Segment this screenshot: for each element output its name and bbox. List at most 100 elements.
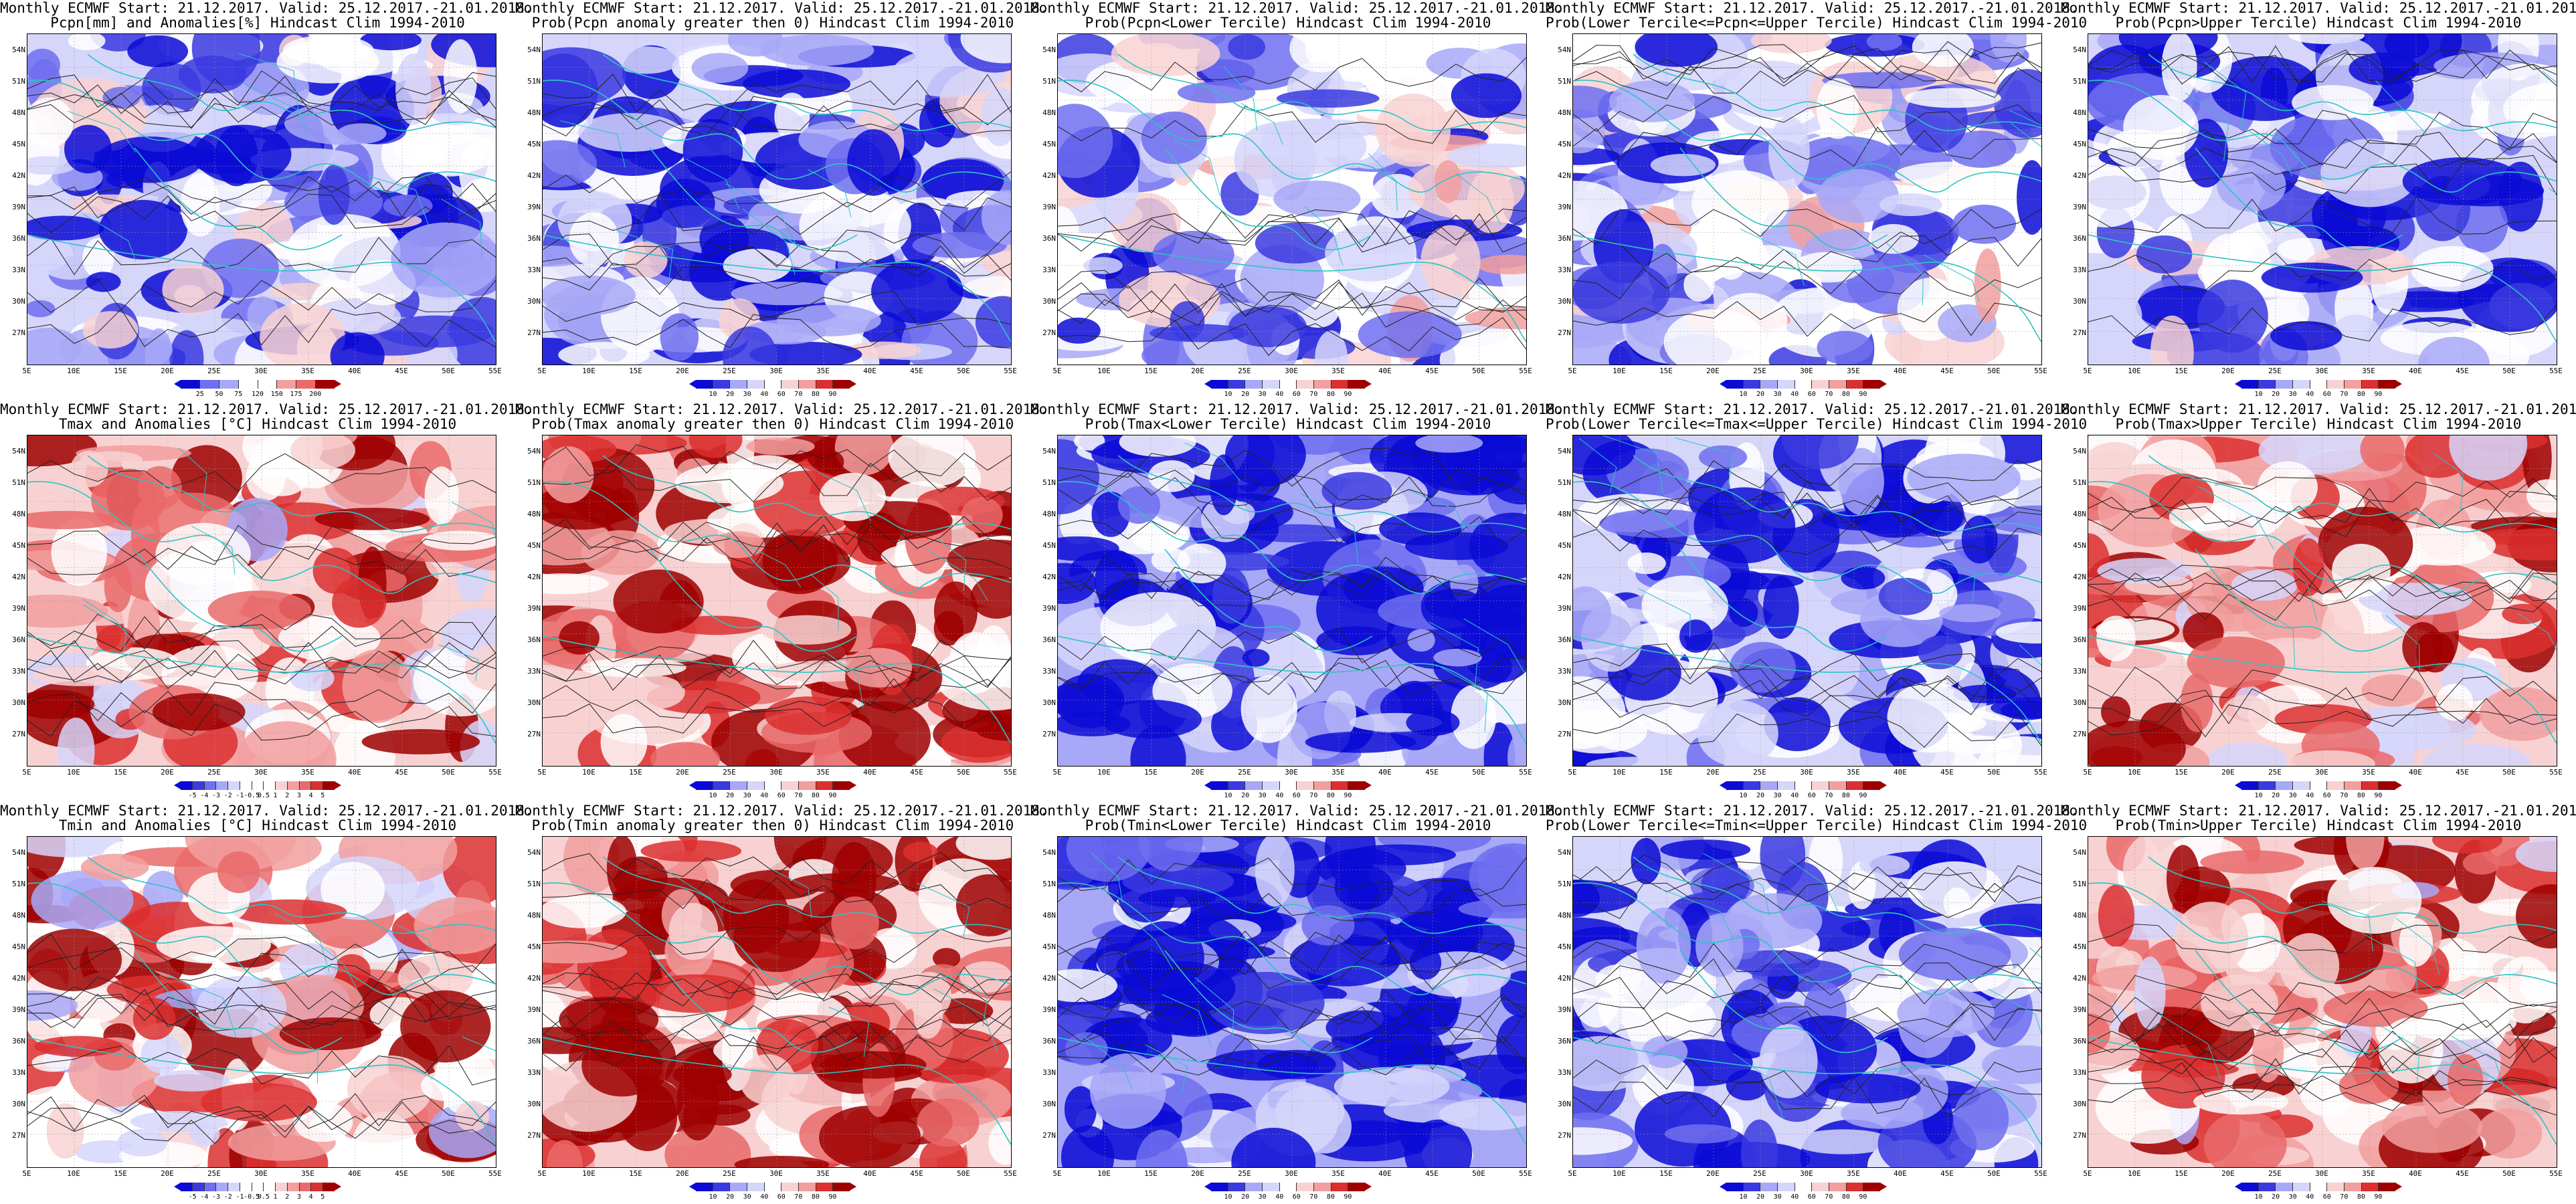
longitude-label: 50E [2502, 367, 2516, 375]
country-border [1455, 173, 1501, 225]
colorbar-swatch [1211, 781, 1228, 790]
longitude-label: 40E [863, 367, 877, 375]
country-border [1184, 442, 1240, 481]
colorbar-arrow-right [1880, 1183, 1887, 1191]
coastline [2088, 1037, 2557, 1145]
anomaly-shading [2502, 603, 2545, 625]
anomaly-shading [86, 272, 121, 292]
map-panel: Monthly ECMWF Start: 21.12.2017. Valid: … [515, 803, 1048, 1204]
longitude-label: 35E [2362, 367, 2375, 375]
latitude-label: 33N [2073, 1068, 2086, 1077]
latitude-label: 33N [527, 667, 541, 676]
colorbar-swatch [1829, 1183, 1846, 1191]
anomaly-shading [342, 649, 412, 723]
contour-line [2088, 45, 2557, 86]
country-border [2009, 110, 2041, 126]
contour-line [2088, 687, 2557, 727]
forecast-map [542, 33, 1012, 365]
longitude-label: 15E [2175, 1169, 2188, 1178]
colorbar-tick-label: 80 [2357, 1193, 2365, 1201]
latitude-label: 27N [2073, 730, 2086, 738]
contour-line [27, 947, 496, 985]
panel-title: Monthly ECMWF Start: 21.12.2017. Valid: … [1030, 401, 1564, 417]
country-border [560, 120, 626, 168]
panel-title: Monthly ECMWF Start: 21.12.2017. Valid: … [1546, 803, 2079, 819]
coastline [2195, 950, 2403, 1054]
anomaly-shading [141, 1034, 183, 1074]
colorbar-swatch [1726, 781, 1743, 790]
longitude-label: 25E [723, 1169, 736, 1178]
anomaly-shading [1817, 330, 1873, 365]
coastline [27, 882, 496, 995]
longitude-label: 20E [161, 1169, 174, 1178]
country-border [462, 1036, 496, 1051]
map-panel: Monthly ECMWF Start: 21.12.2017. Valid: … [515, 401, 1048, 803]
colorbar-swatch [203, 1183, 216, 1191]
anomaly-shading [2384, 34, 2429, 60]
latitude-label: 48N [12, 108, 25, 117]
colorbar-swatch [2275, 781, 2293, 790]
anomaly-shading [1953, 684, 2017, 704]
anomaly-shading [217, 851, 260, 894]
anomaly-shading [1228, 306, 1307, 348]
anomaly-shading [152, 693, 246, 731]
colorbar-tick-label: 80 [1841, 792, 1850, 799]
longitude-label: 35E [301, 1169, 314, 1178]
coastline [2088, 635, 2557, 744]
longitude-label: 50E [1987, 1169, 2001, 1178]
anomaly-shading [581, 1034, 662, 1097]
colorbar-swatch [215, 1183, 228, 1191]
anomaly-shading [178, 56, 247, 94]
colorbar-tick-label: 60 [2322, 1193, 2331, 1201]
latitude-label: 27N [1558, 328, 1571, 337]
longitude-label: 50E [2502, 768, 2516, 777]
colorbar-swatch [815, 1183, 833, 1191]
colorbar-tick-label: 20 [1756, 1193, 1765, 1201]
anomaly-shading [2346, 837, 2385, 870]
colorbar-swatch [2378, 1183, 2396, 1191]
contour-line [543, 877, 1011, 910]
coastline [1058, 882, 1526, 995]
anomaly-shading [1090, 1053, 1166, 1129]
latitude-label: 39N [1042, 604, 1056, 613]
anomaly-shading [1301, 905, 1355, 946]
longitude-label: 40E [1378, 367, 1392, 375]
longitude-label: 45E [2456, 768, 2469, 777]
anomaly-shading [2097, 558, 2191, 584]
anomaly-shading [1740, 1119, 1778, 1167]
colorbar-tick-label: 30 [743, 1193, 751, 1201]
anomaly-shading [1650, 154, 1716, 177]
contour-line [1573, 958, 2041, 999]
anomaly-shading [64, 124, 112, 174]
country-border [1305, 206, 1343, 266]
longitude-label: 45E [910, 768, 923, 777]
anomaly-shading [650, 742, 721, 766]
contour-line [2088, 1023, 2557, 1063]
colorbar-tick-label: 80 [1841, 1193, 1850, 1201]
latitude-label: 27N [527, 1131, 541, 1140]
colorbar-swatch [199, 380, 219, 389]
anomaly-shading [2435, 684, 2474, 721]
longitude-label: 20E [2221, 768, 2235, 777]
contour-line [27, 175, 496, 215]
longitude-label: 25E [723, 367, 736, 375]
anomaly-shading [1995, 621, 2041, 644]
map-canvas [2088, 34, 2557, 365]
colorbar-swatch [1245, 380, 1263, 389]
contour-line [2088, 252, 2557, 291]
anomaly-shading [2175, 902, 2249, 975]
colorbar-tick-label: 70 [794, 391, 803, 398]
anomaly-shading [361, 729, 480, 755]
country-border [396, 924, 442, 977]
colorbar-swatch [315, 380, 335, 389]
latitude-label: 30N [1558, 1100, 1571, 1108]
contour-line [1573, 260, 2041, 300]
country-border [1740, 228, 1805, 286]
colorbar-arrow-right [335, 1183, 341, 1191]
anomaly-shading [422, 530, 496, 551]
colorbar-arrow-right [2395, 1183, 2402, 1191]
country-border [937, 538, 967, 591]
latitude-label: 51N [2073, 880, 2086, 888]
longitude-label: 10E [582, 367, 595, 375]
colorbar-tick-label: -1 [236, 1193, 244, 1201]
